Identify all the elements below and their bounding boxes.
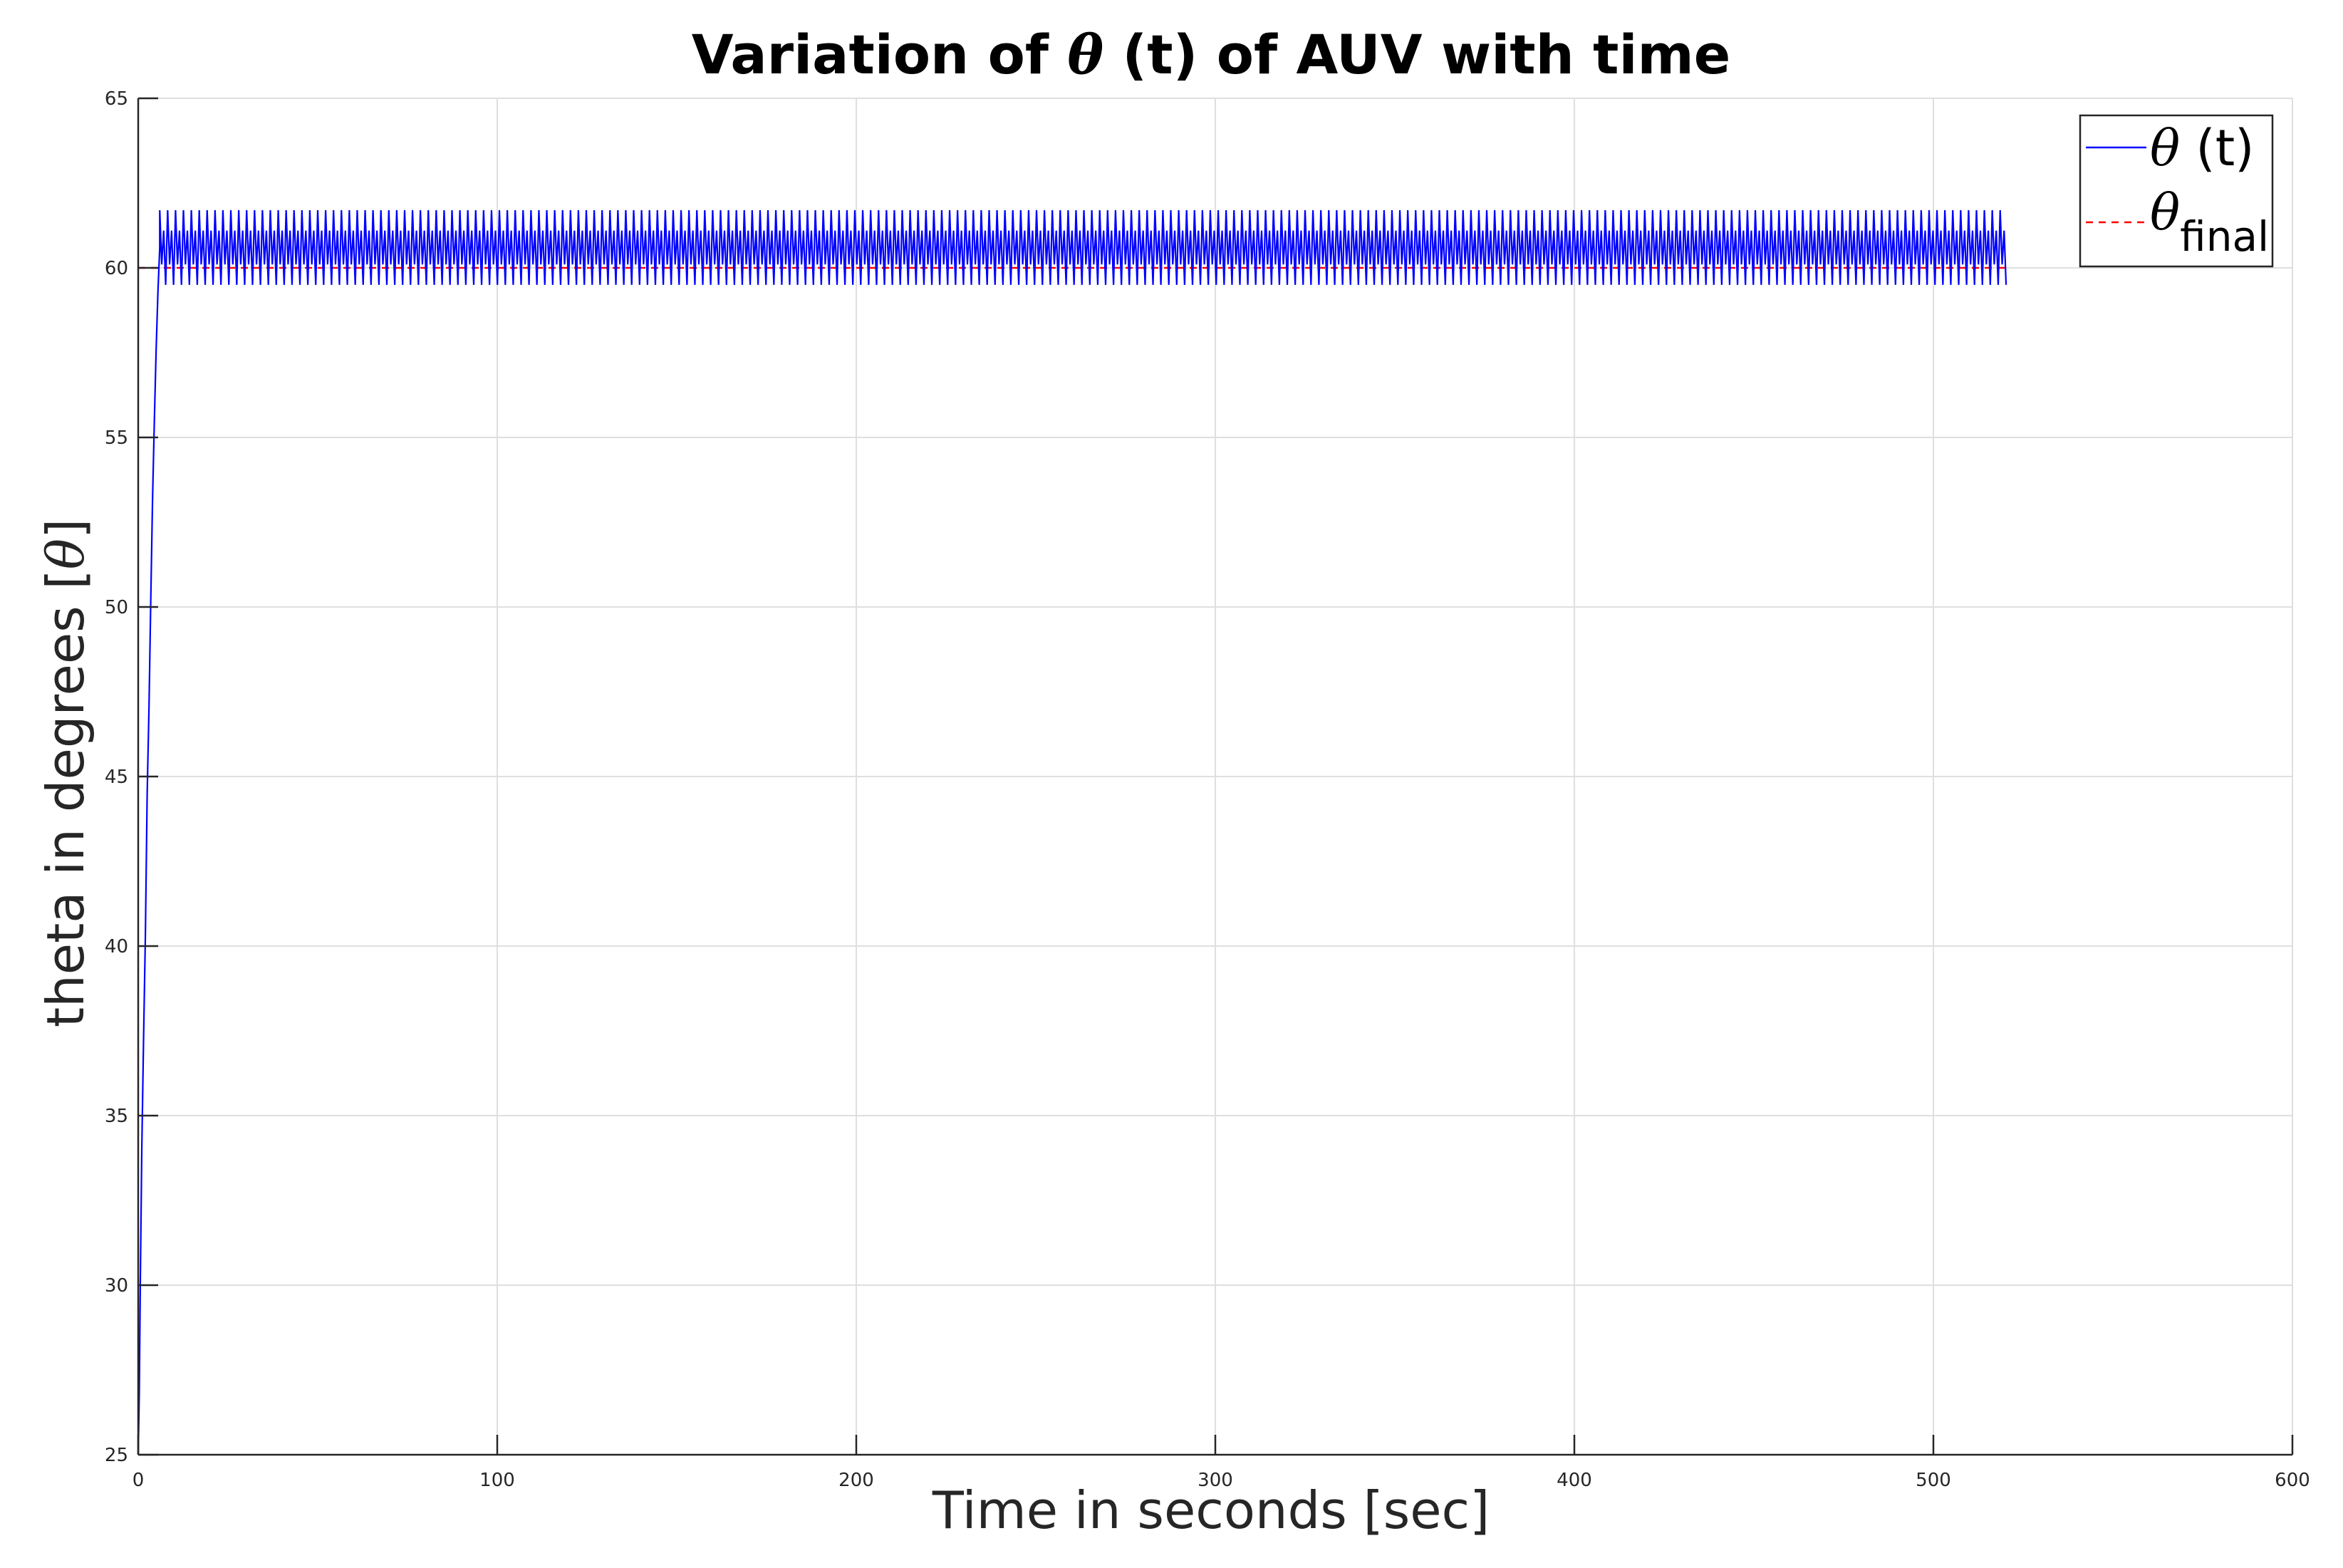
y-tick-label: 35: [105, 1106, 128, 1127]
axes-lines: [137, 97, 2294, 1456]
y-tick-label: 25: [105, 1445, 128, 1466]
y-tick-label: 30: [105, 1275, 128, 1297]
series-layer: [137, 210, 2007, 1455]
x-axis-label: Time in seconds [sec]: [932, 1480, 1490, 1540]
plot-area: 0 100 200 300 400 500 600 25 30 35 40 45 50 55 60 65: [105, 88, 2310, 1491]
x-tick-label: 600: [2275, 1470, 2310, 1491]
y-tick-label: 55: [105, 427, 128, 449]
y-axis-label: theta in degrees [θ]: [36, 519, 95, 1027]
legend: θ (t) θfinal: [2079, 114, 2274, 268]
legend-box: [2079, 114, 2274, 268]
chart-title: Variation of θ (t) of AUV with time: [692, 23, 1731, 86]
y-tick-label: 50: [105, 597, 128, 618]
x-tick-label: 200: [838, 1470, 874, 1491]
y-tick-label: 60: [105, 258, 128, 279]
x-tick-label: 300: [1198, 1470, 1233, 1491]
y-tick-label: 65: [105, 88, 128, 110]
x-tick-label: 400: [1557, 1470, 1592, 1491]
series-theta-line: [137, 210, 2007, 1455]
legend-label-theta-final: θfinal: [2150, 183, 2269, 261]
tick-labels: 0 100 200 300 400 500 600 25 30 35 40 45 50 55 60 65: [105, 88, 2310, 1491]
y-tick-label: 45: [105, 767, 128, 788]
legend-label-theta: θ (t): [2150, 119, 2254, 177]
x-tick-label: 100: [479, 1470, 515, 1491]
x-tick-label: 0: [133, 1470, 145, 1491]
x-tick-label: 500: [1916, 1470, 1951, 1491]
y-tick-label: 40: [105, 936, 128, 957]
